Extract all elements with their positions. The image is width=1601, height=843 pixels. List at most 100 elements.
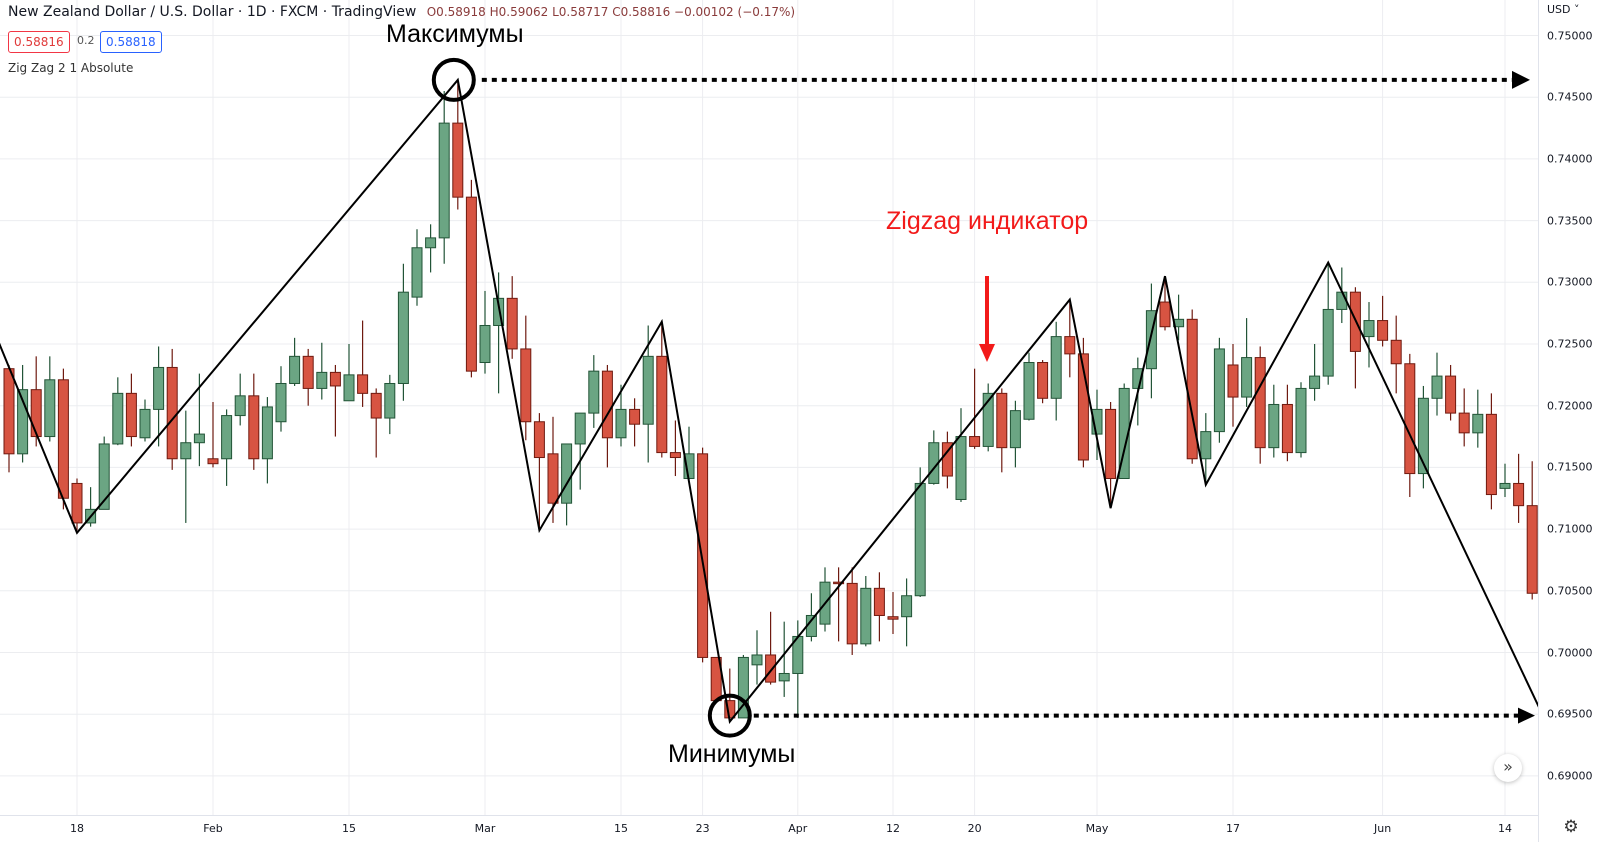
candle-down: [357, 320, 369, 407]
candle-up: [289, 337, 301, 386]
candle-up: [1363, 302, 1375, 368]
price-label: 0.69000: [1547, 769, 1593, 783]
candle-up: [860, 575, 872, 647]
sell-button[interactable]: 0.58816: [8, 31, 70, 53]
price-label: 0.74500: [1547, 90, 1593, 104]
candle-body: [493, 297, 505, 326]
ohlc-values: O0.58918 H0.59062 L0.58717 C0.58816 −0.0…: [426, 5, 796, 19]
candle-body: [1322, 308, 1334, 377]
candle-down: [656, 320, 668, 458]
candle-up: [1200, 413, 1212, 485]
candle-body: [533, 421, 545, 459]
price-label: 0.73500: [1547, 214, 1593, 228]
candle-down: [1458, 388, 1470, 447]
time-label: Mar: [474, 822, 496, 835]
candle-body: [438, 122, 450, 239]
candle-down: [1064, 299, 1076, 378]
candle-body: [1064, 336, 1076, 355]
candle-down: [1105, 401, 1117, 509]
time-label: 12: [886, 822, 900, 835]
candle-body: [601, 370, 613, 439]
candle-body: [574, 412, 586, 445]
candle-up: [1322, 262, 1334, 385]
candle-up: [438, 91, 450, 264]
candle-body: [1213, 348, 1225, 433]
grid: [0, 0, 1538, 815]
candle-body: [778, 672, 790, 682]
candle-body: [1227, 364, 1239, 398]
annotation-marks: [431, 57, 1535, 738]
candle-body: [302, 355, 314, 389]
candle-body: [1404, 363, 1416, 475]
candle-up: [914, 467, 926, 597]
candle-down: [1077, 337, 1089, 468]
candle-body: [1118, 387, 1130, 480]
candle-body: [1417, 397, 1429, 475]
candle-body: [1472, 413, 1484, 434]
buy-button[interactable]: 0.58818: [100, 31, 162, 53]
candle-body: [765, 654, 777, 683]
candle-body: [1241, 357, 1253, 398]
candle-body: [153, 366, 165, 410]
candle-down: [996, 388, 1008, 473]
candle-down: [697, 447, 709, 663]
candle-body: [329, 371, 341, 387]
candle-body: [887, 616, 899, 620]
candle-body: [833, 581, 845, 585]
candle-body: [411, 247, 423, 298]
candle-body: [1200, 431, 1212, 460]
time-label: 23: [695, 822, 710, 835]
candle-up: [180, 410, 192, 523]
time-label: 18: [70, 822, 84, 835]
candle-body: [1499, 482, 1511, 489]
price-label: 0.74000: [1547, 152, 1593, 166]
candle-body: [982, 392, 994, 447]
candle-body: [1513, 482, 1525, 507]
minima-circle: [707, 693, 752, 738]
candle-body: [98, 443, 110, 510]
time-axis[interactable]: 18 Feb 15 Mar 15 23 Apr 12 20 May 17 Jun 14: [0, 815, 1538, 843]
price-label: 0.70000: [1547, 646, 1593, 659]
candle-up: [234, 373, 246, 426]
candle-body: [221, 415, 233, 460]
minima-annotation: Минимумы: [668, 740, 796, 768]
candle-down: [765, 611, 777, 685]
candle-up: [153, 346, 165, 447]
candle-up: [955, 408, 967, 502]
symbol-title[interactable]: New Zealand Dollar / U.S. Dollar · 1D · …: [8, 4, 417, 20]
currency-selector[interactable]: USD ˅: [1547, 3, 1580, 16]
candle-down: [833, 567, 845, 642]
candle-body: [751, 654, 763, 666]
time-label: Apr: [788, 822, 808, 835]
candle-body: [17, 389, 29, 455]
candle-body: [520, 348, 532, 423]
gear-icon[interactable]: ⚙: [1563, 817, 1579, 837]
candle-up: [493, 272, 505, 394]
candle-body: [1159, 301, 1171, 328]
candle-body: [193, 433, 205, 444]
candle-up: [1472, 389, 1484, 448]
candle-body: [370, 392, 382, 419]
price-label: 0.75000: [1547, 29, 1593, 42]
candle-up: [615, 384, 627, 447]
time-label: Feb: [203, 822, 223, 835]
indicator-label[interactable]: Zig Zag 2 1 Absolute: [8, 61, 134, 75]
price-label: 0.72000: [1547, 399, 1593, 413]
price-axis[interactable]: USD ˅ 0.75000 0.74500 0.74000 0.73500 0.7300…: [1538, 0, 1601, 842]
candle-body: [125, 392, 137, 438]
candle-down: [669, 420, 681, 477]
candle-body: [139, 408, 151, 439]
candle-down: [1227, 344, 1239, 427]
candle-up: [737, 654, 749, 719]
candles: [3, 79, 1538, 722]
candle-body: [248, 395, 260, 460]
price-label: 0.71000: [1547, 522, 1593, 536]
candle-body: [71, 482, 83, 524]
candle-down: [57, 368, 69, 510]
time-label: 15: [614, 822, 628, 835]
candle-up: [343, 344, 355, 402]
candle-body: [261, 406, 273, 460]
candle-body: [1431, 375, 1443, 399]
scroll-to-latest-button[interactable]: »: [1494, 754, 1522, 782]
